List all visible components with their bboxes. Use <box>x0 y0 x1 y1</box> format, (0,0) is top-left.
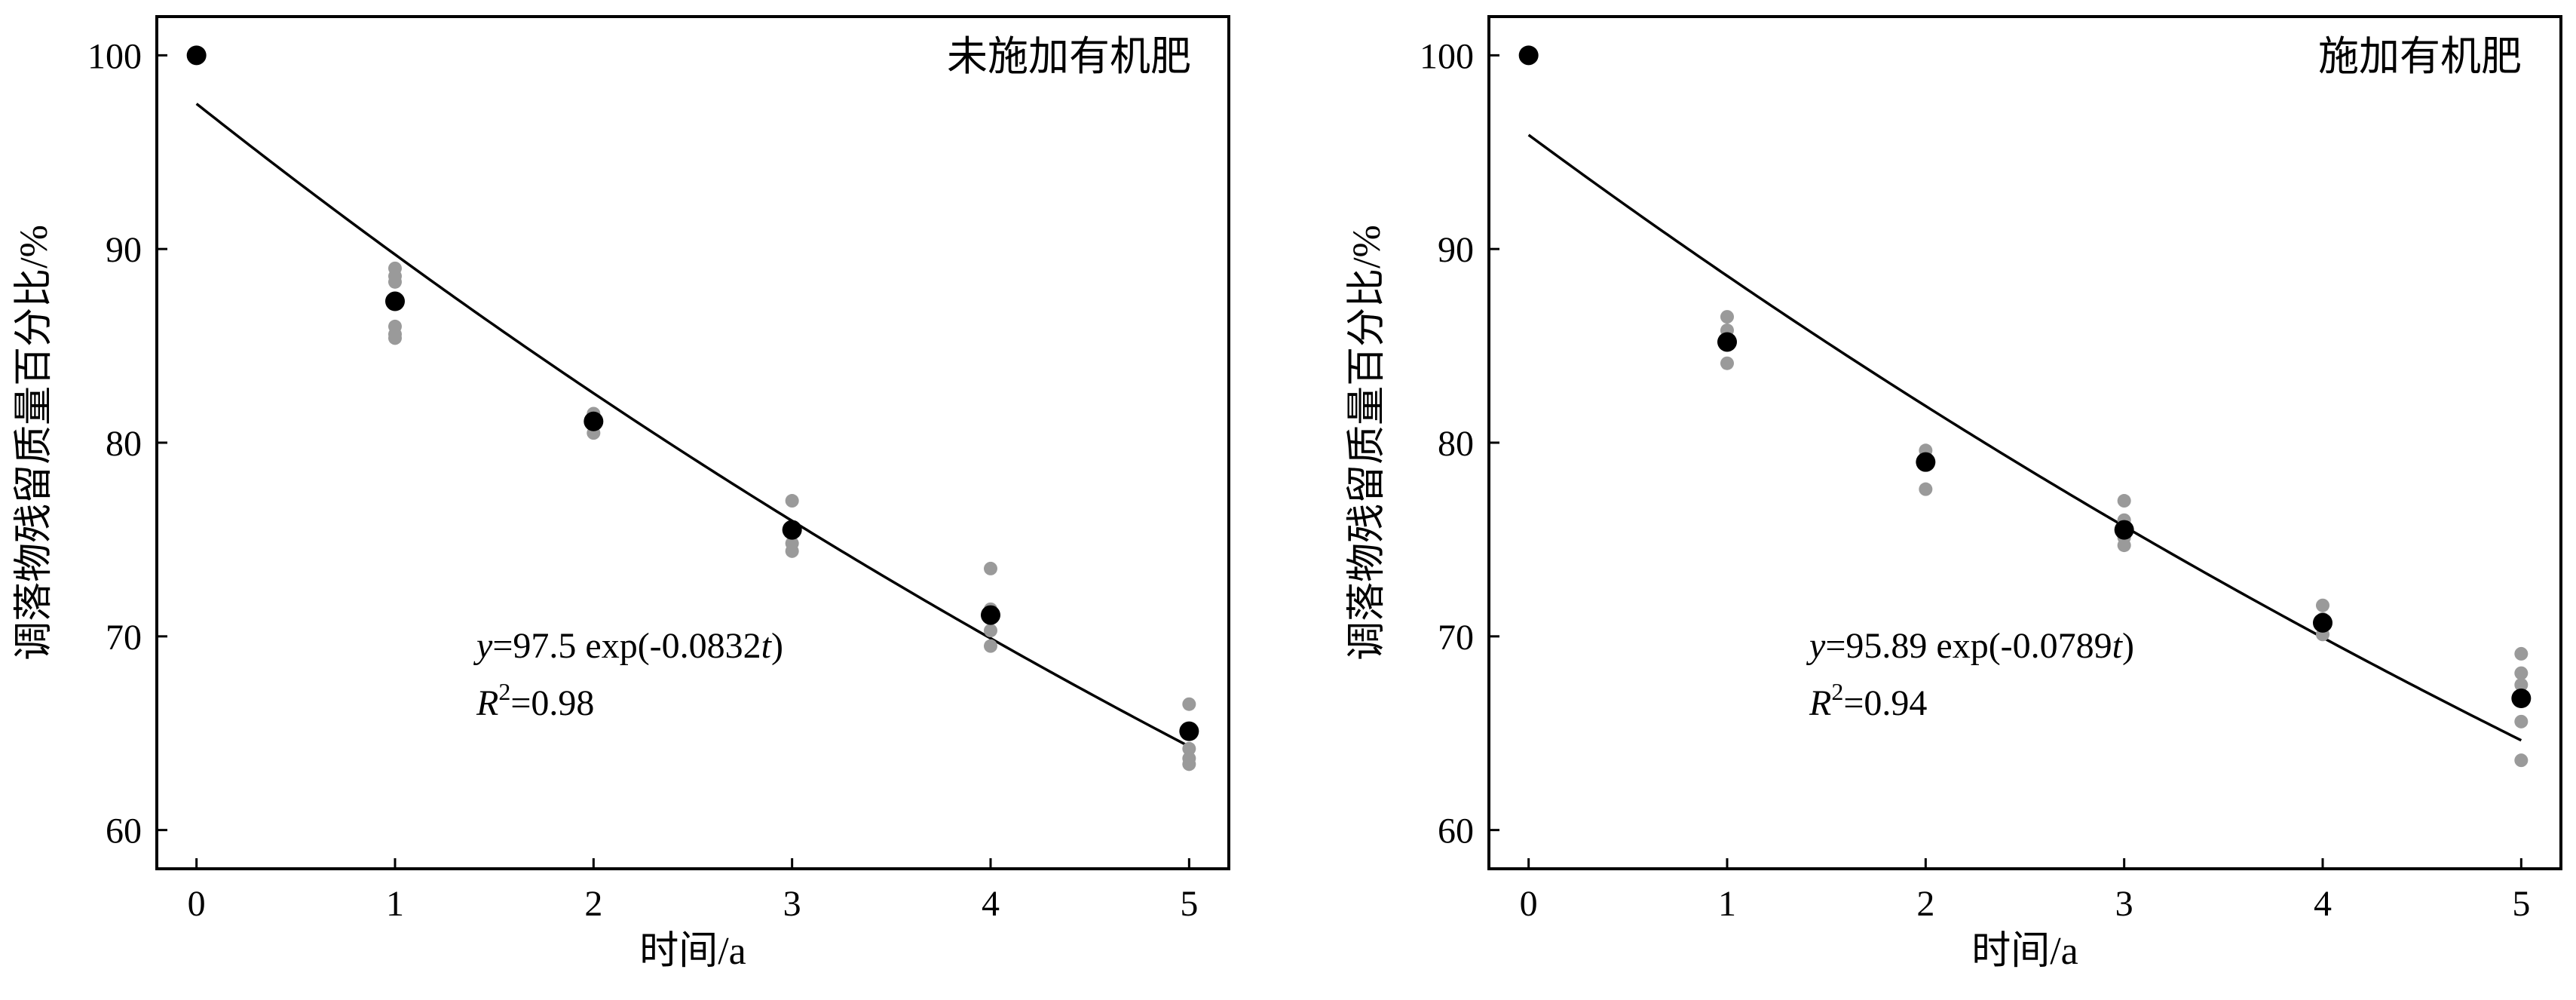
x-tick-label: 4 <box>982 884 1000 924</box>
replicate-point <box>1182 757 1196 771</box>
replicate-point <box>984 639 997 653</box>
x-tick-label: 0 <box>1520 884 1538 924</box>
mean-point <box>981 605 1000 625</box>
plot-frame <box>155 15 1230 870</box>
mean-point <box>2511 689 2532 708</box>
x-tick-label: 1 <box>1718 884 1736 924</box>
equation-y: y <box>1806 626 1826 666</box>
replicate-point <box>1182 697 1196 711</box>
fit-equation: y=97.5 exp(-0.0832t) <box>473 626 783 666</box>
x-axis-label: 时间/a <box>1971 930 2078 973</box>
equation-close: ) <box>771 626 783 666</box>
fit-curve <box>195 103 1190 748</box>
x-axis-label: 时间/a <box>639 930 746 973</box>
x-tick-label: 2 <box>1916 884 1934 924</box>
equation-y: y <box>473 626 493 666</box>
x-tick-label: 5 <box>1180 884 1198 924</box>
replicate-point <box>1720 356 1734 370</box>
y-axis-label: 调落物残留质量百分比/% <box>1346 225 1389 661</box>
replicate-point <box>2117 494 2131 508</box>
fit-equation: y=95.89 exp(-0.0789t) <box>1806 626 2134 666</box>
r-squared-sup: 2 <box>498 678 510 705</box>
equation-body: =95.89 exp(-0.0789 <box>1825 626 2112 666</box>
x-tick-label: 2 <box>584 884 602 924</box>
plot-frame <box>1487 15 2562 870</box>
mean-point <box>1518 45 1539 66</box>
r-squared-r: R <box>1809 683 1831 723</box>
r-squared-value: =0.98 <box>510 683 594 723</box>
r-squared-sup: 2 <box>1831 678 1843 705</box>
chart-panel-right: 0 1 2 3 4 5 60 70 80 90 100 施加有机肥 y=95.89 exp(-0.078… <box>1346 15 2562 973</box>
x-tick-label: 5 <box>2512 884 2530 924</box>
replicate-point <box>1919 482 1933 496</box>
equation-body: =97.5 exp(-0.0832 <box>492 626 761 666</box>
equation-t: t <box>761 626 773 666</box>
replicate-point <box>2514 646 2529 661</box>
replicate-point <box>785 544 799 558</box>
x-tick-label: 3 <box>2115 884 2133 924</box>
replicate-point <box>2514 666 2529 680</box>
replicate-point <box>2514 678 2529 692</box>
panel-label: 未施加有机肥 <box>947 34 1191 79</box>
x-tick-label: 4 <box>2314 884 2332 924</box>
replicate-point <box>2316 598 2329 612</box>
y-tick-label: 90 <box>106 230 142 270</box>
replicate-point <box>2514 753 2529 768</box>
mean-point <box>385 291 405 311</box>
fit-curve <box>1527 133 2522 742</box>
mean-point <box>584 411 604 431</box>
y-tick-label: 100 <box>1420 36 1474 76</box>
y-tick-label: 80 <box>106 424 142 464</box>
y-tick-label: 70 <box>106 618 142 658</box>
equation-close: ) <box>2122 626 2134 666</box>
y-tick-label: 80 <box>1438 424 1474 464</box>
x-tick-label: 1 <box>386 884 404 924</box>
r-squared-value: =0.94 <box>1843 683 1927 723</box>
replicate-point <box>2514 714 2529 729</box>
replicate-point <box>785 494 799 508</box>
mean-point <box>1916 452 1936 472</box>
y-tick-label: 100 <box>87 36 142 76</box>
mean-point <box>1717 332 1737 352</box>
y-tick-label: 60 <box>1438 811 1474 851</box>
replicate-point <box>2117 538 2131 553</box>
mean-point <box>2114 520 2134 540</box>
panel-label: 施加有机肥 <box>2318 34 2522 79</box>
mean-point <box>1179 721 1199 741</box>
mean-point <box>782 520 802 540</box>
equation-t: t <box>2112 626 2124 666</box>
mean-point <box>186 45 207 66</box>
replicate-point <box>984 624 997 638</box>
mean-point <box>2313 612 2332 633</box>
y-tick-label: 60 <box>106 811 142 851</box>
r-squared: R2=0.94 <box>1809 678 1927 723</box>
x-tick-label: 0 <box>188 884 206 924</box>
x-tick-label: 3 <box>783 884 801 924</box>
replicate-point <box>984 561 997 575</box>
replicate-point <box>388 275 402 289</box>
chart-panel-left: 0 1 2 3 4 5 60 70 80 90 100 未施加有机肥 y=97.5 exp(-0.083… <box>13 15 1230 973</box>
y-axis-label: 调落物残留质量百分比/% <box>13 225 56 661</box>
r-squared: R2=0.98 <box>476 678 594 723</box>
y-tick-label: 90 <box>1438 230 1474 270</box>
replicate-point <box>1720 310 1734 324</box>
replicate-point <box>388 331 402 345</box>
r-squared-r: R <box>476 683 498 723</box>
y-tick-label: 70 <box>1438 618 1474 658</box>
replicate-point <box>1182 741 1196 756</box>
